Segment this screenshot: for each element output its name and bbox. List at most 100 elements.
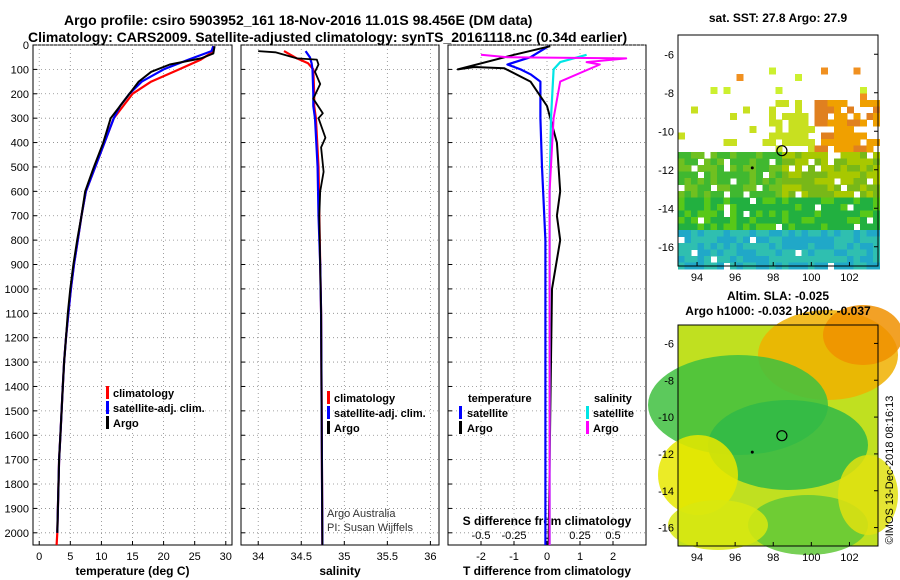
sst-cell	[704, 165, 711, 172]
sst-cell	[736, 197, 744, 205]
sst-cell	[795, 230, 802, 237]
sst-cell	[873, 171, 880, 179]
sst-cell	[736, 217, 744, 224]
sst-cell	[834, 191, 841, 198]
sst-cell	[834, 210, 841, 218]
sst-cell	[788, 171, 796, 179]
sst-cell	[860, 165, 867, 172]
sst-cell	[697, 256, 705, 263]
sst-cell	[840, 217, 848, 224]
map-lat-label: -16	[658, 242, 674, 254]
sst-cell	[821, 204, 828, 211]
sst-cell	[853, 145, 861, 153]
sst-cell	[723, 243, 731, 250]
sst-cell	[853, 139, 861, 146]
credit-line2: PI: Susan Wijffels	[327, 522, 413, 534]
sst-cell	[853, 249, 861, 257]
sst-cell	[860, 87, 867, 94]
sst-cell	[775, 197, 783, 205]
sst-cell	[808, 197, 815, 205]
sst-cell	[827, 230, 835, 237]
sst-cell	[795, 132, 802, 140]
sst-cell	[756, 243, 763, 250]
sst-cell	[730, 236, 737, 244]
sal-legend-label: climatology	[334, 393, 396, 405]
sst-cell	[827, 191, 835, 198]
sst-cell	[814, 113, 822, 120]
sst-cell	[756, 165, 763, 172]
sst-cell	[853, 217, 861, 224]
sst-cell	[710, 152, 718, 159]
sla-map-title: Altim. SLA: -0.025	[727, 289, 829, 303]
sst-cell	[717, 204, 724, 211]
map-lat-label: -8	[664, 88, 674, 100]
sst-cell	[873, 249, 880, 257]
sst-cell	[749, 158, 757, 166]
sst-cell	[775, 132, 783, 140]
sst-cell	[827, 178, 835, 185]
sst-cell	[736, 223, 744, 231]
panel-frame-2	[240, 44, 440, 546]
sdiff-tick-label: 0	[544, 530, 550, 542]
sst-cell	[723, 249, 731, 257]
sst-cell	[736, 256, 744, 263]
sst-cell	[736, 249, 744, 257]
sst-cell	[847, 119, 854, 127]
map-lon-label: 98	[767, 552, 779, 564]
sst-cell	[840, 119, 848, 127]
sst-cell	[782, 223, 789, 231]
sst-cell	[697, 236, 705, 244]
sst-cell	[801, 126, 809, 133]
sst-cell	[743, 236, 750, 244]
sst-cell	[860, 223, 867, 231]
sst-cell	[821, 178, 828, 185]
sst-cell	[782, 178, 789, 185]
sst-cell	[749, 126, 757, 133]
legend-swatch	[327, 421, 330, 434]
sst-cell	[827, 132, 835, 140]
sst-cell	[710, 178, 718, 185]
sst-cell	[847, 139, 854, 146]
sst-cell	[743, 197, 750, 205]
sst-cell	[814, 210, 822, 218]
sst-cell	[873, 100, 880, 107]
sst-cell	[730, 249, 737, 257]
depth-tick-label: 1900	[5, 503, 29, 515]
sst-cell	[834, 158, 841, 166]
sst-cell	[834, 106, 841, 114]
sal-legend-label: satellite-adj. clim.	[334, 408, 426, 420]
sst-cell	[866, 184, 874, 192]
sst-cell	[795, 223, 802, 231]
sst-cell	[834, 217, 841, 224]
sst-cell	[795, 217, 802, 224]
sst-cell	[743, 165, 750, 172]
sst-cell	[808, 184, 815, 192]
sst-cell	[730, 217, 737, 224]
sst-cell	[814, 184, 822, 192]
sst-cell	[697, 191, 705, 198]
sst-cell	[775, 165, 783, 172]
sst-cell	[678, 132, 685, 140]
sst-cell	[840, 132, 848, 140]
sst-cell	[678, 158, 685, 166]
sst-cell	[717, 184, 724, 192]
temp-axis-label: temperature (deg C)	[75, 564, 189, 578]
sst-cell	[775, 119, 783, 127]
sst-cell	[814, 236, 822, 244]
sst-cell	[840, 165, 848, 172]
sst-cell	[717, 165, 724, 172]
sla-blob	[708, 400, 868, 490]
sst-cell	[814, 119, 822, 127]
sst-cell	[808, 139, 815, 146]
sst-cell	[801, 197, 809, 205]
sst-cell	[749, 191, 757, 198]
sst-cell	[678, 165, 685, 172]
sst-cell	[808, 236, 815, 244]
sst-cell	[730, 113, 737, 120]
sst-cell	[691, 210, 698, 218]
sst-cell	[678, 204, 685, 211]
sst-cell	[866, 139, 874, 146]
sst-cell	[827, 139, 835, 146]
sst-cell	[704, 217, 711, 224]
map-lat-label: -16	[658, 523, 674, 535]
